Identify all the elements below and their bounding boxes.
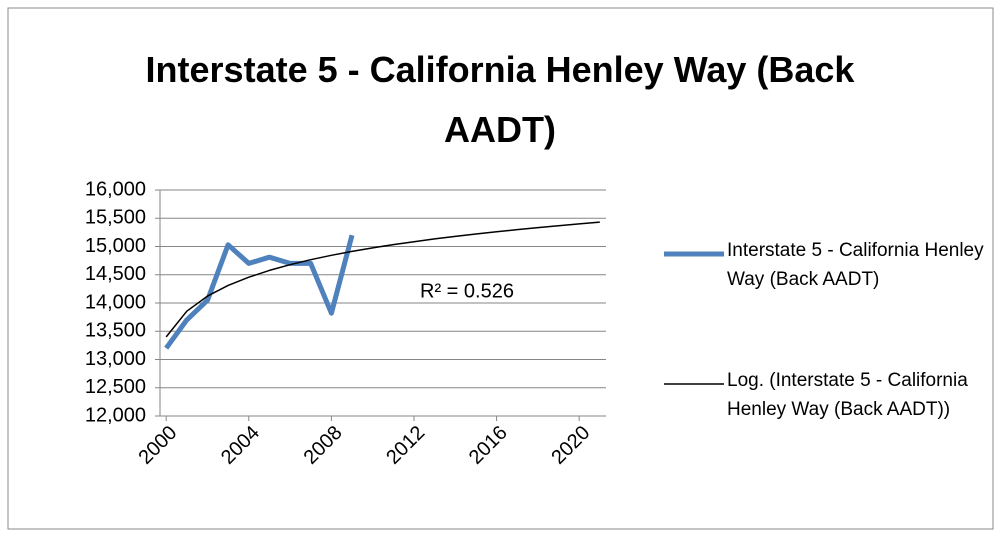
data-line [164,234,355,350]
y-tick-label: 16,000 [85,178,146,200]
y-tick-label: 15,500 [85,207,146,229]
chart-title: Interstate 5 - California Henley Way (Ba… [145,49,855,150]
y-tick-label: 13,000 [85,348,146,370]
r-squared-label: R² = 0.526 [420,280,514,302]
trend-line [165,221,600,338]
y-tick-label: 14,500 [85,263,146,285]
legend-label: Interstate 5 - California Henley Way (Ba… [727,240,984,290]
chart-border [7,7,994,530]
y-tick-label: 12,500 [85,376,146,398]
y-tick-label: 14,000 [85,291,146,313]
y-tick-label: 15,000 [85,235,146,257]
y-tick-label: 12,000 [85,404,146,426]
y-tick-label: 13,500 [85,320,146,342]
legend-label: Log. (Interstate 5 - California Henley W… [727,370,968,420]
